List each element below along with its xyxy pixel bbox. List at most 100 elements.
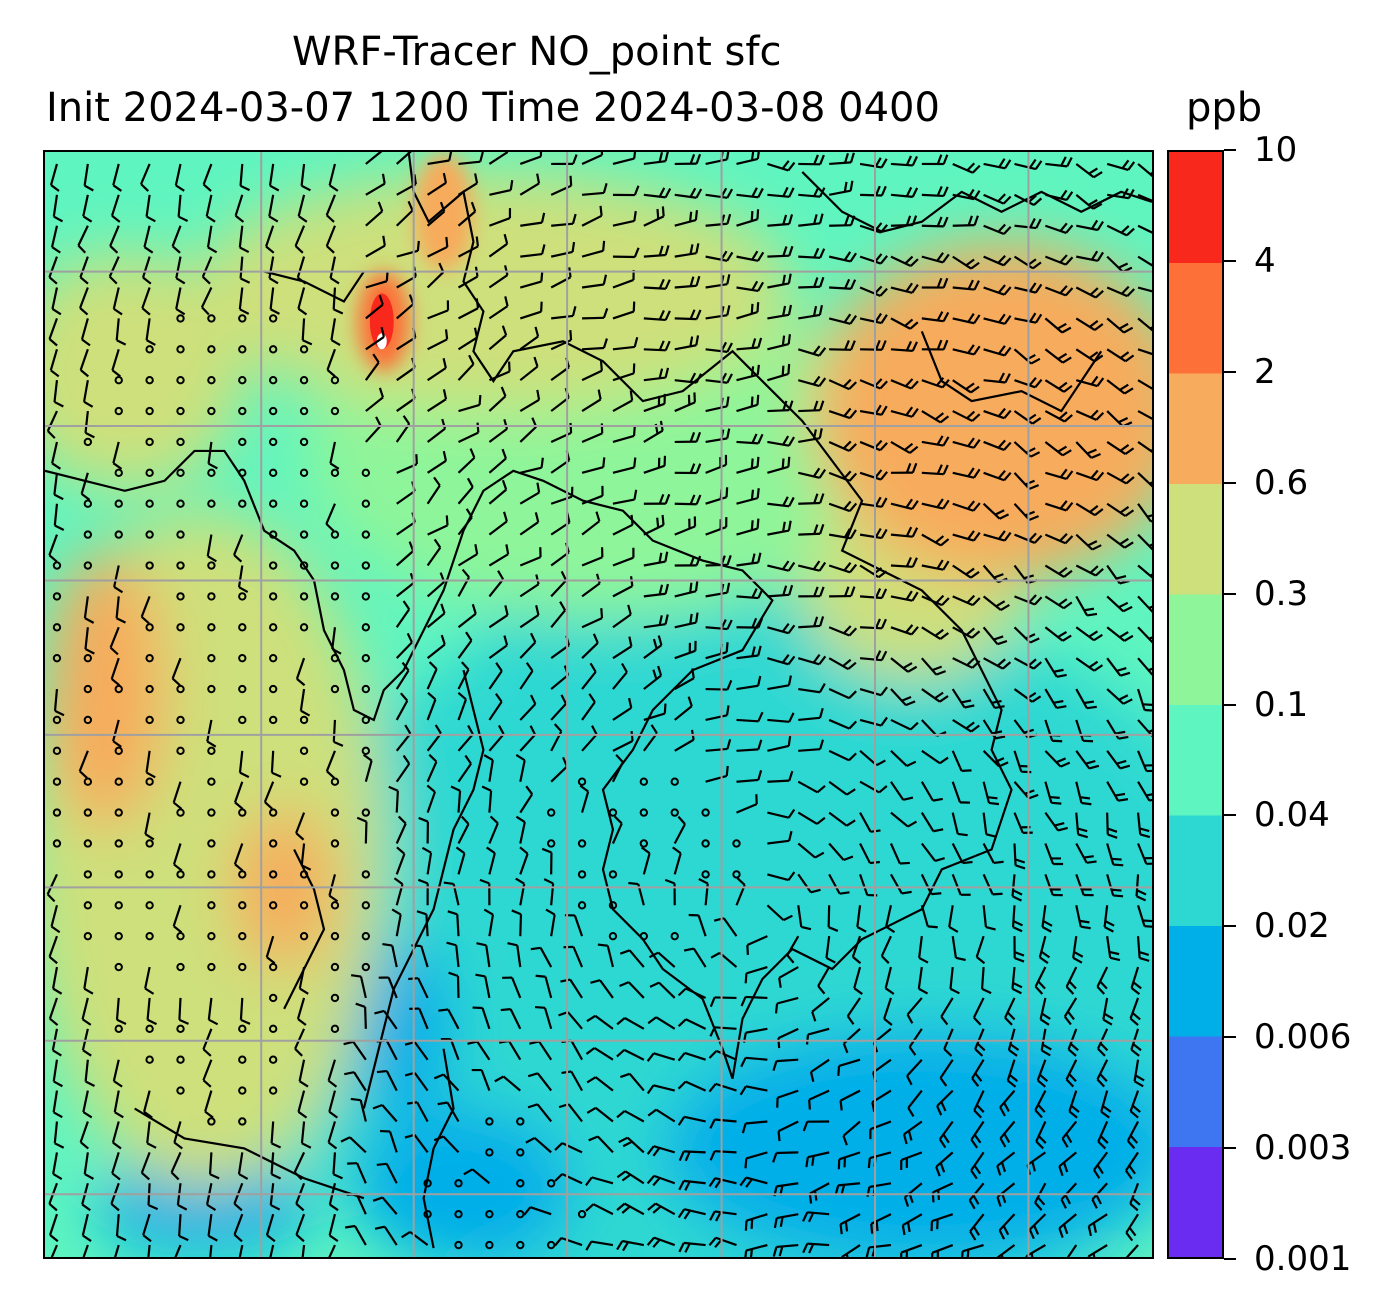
wind-barb-flag [206,1203,217,1211]
wind-barb-flag [844,278,851,289]
wind-barb-flag [787,871,796,881]
wind-barb-flag [813,154,819,165]
wind-barb-shaft [488,614,509,629]
wind-barb-shaft [767,593,790,598]
wind-barb-flag [527,1072,539,1078]
wind-barb-flag [265,245,275,254]
wind-barb-flag [1057,445,1068,453]
wind-barb-flag [664,152,669,162]
calm-wind-marker [145,653,154,663]
wind-barb-flag [143,246,154,254]
wind-barb-flag [1057,630,1068,639]
wind-barb-flag [740,1057,747,1068]
wind-barb-shaft [1076,224,1098,232]
wind-barb-shaft [457,733,474,752]
wind-barb-flag [997,284,1006,294]
wind-barb-flag [393,877,404,886]
wind-barb-shaft [202,1059,213,1081]
wind-barb-flag [714,1239,723,1249]
wind-barb-flag [1061,1138,1069,1148]
wind-barb-flag [819,248,826,259]
wind-barb-flag [816,816,826,825]
wind-barb-flag [141,307,151,316]
wind-barb-flag [1144,708,1152,712]
wind-barb-shaft [885,905,893,927]
wind-barb-shaft [807,1151,830,1159]
wind-barb-flag [1070,1104,1080,1113]
wind-barb-flag [116,617,127,624]
wind-barb-flag [939,415,950,424]
wind-barb-shaft [859,780,880,794]
wind-barb-shaft [237,1152,244,1175]
wind-barb-shaft [353,1071,367,1092]
wind-barb-shaft [519,365,539,382]
wind-barb-shaft [114,1244,120,1257]
wind-barb-shaft [457,275,479,289]
wind-barb-flag [966,594,976,604]
wind-barb-flag [1134,1074,1145,1082]
wind-barb-shaft [715,1082,737,1092]
wind-barb-flag [880,686,888,696]
wind-barb-shaft [488,670,503,690]
wind-barb-shaft [141,256,151,278]
wind-barb-shaft [890,286,913,294]
wind-barb-shaft [108,256,120,278]
wind-barb-shaft [293,1151,306,1173]
calm-wind-marker [330,931,340,941]
wind-barb-shaft [53,503,59,526]
wind-barb-shaft [263,781,275,803]
wind-barb-flag [874,312,882,323]
wind-barb-flag [808,1099,811,1110]
field-hot-ne [812,241,1152,581]
wind-barb-shaft [921,657,938,676]
wind-barb-flag [905,526,913,537]
wind-barb-flag [381,173,386,184]
wind-barb-shaft [1011,874,1016,897]
calm-wind-marker [207,592,216,601]
wind-barb-flag [905,155,913,166]
wind-barb-flag [50,184,60,192]
wind-barb-flag [934,412,944,421]
wind-barb-flag [751,433,758,444]
calm-wind-marker [330,777,340,786]
wind-barb-shaft [488,488,507,505]
wind-barb-flag [588,693,596,703]
wind-barb-shaft [902,1213,923,1227]
calm-wind-marker [639,839,649,848]
wind-barb-flag [689,613,693,624]
wind-barb-flag [842,658,852,667]
wind-barb-flag [268,215,279,223]
wind-barb-flag [972,597,981,606]
calm-wind-marker [114,406,123,416]
wind-barb-flag [656,208,660,220]
wind-barb-shaft [952,286,975,291]
wind-barb-flag [782,214,788,225]
wind-barb-flag [109,245,119,254]
field-hot-west [45,550,165,830]
wind-barb-shaft [612,466,635,474]
wind-barb-flag [781,160,790,170]
wind-barb-flag [268,277,279,285]
wind-barb-shaft [859,162,882,169]
wind-barb-flag [553,723,563,733]
wind-barb-flag [658,245,664,256]
wind-barb-flag [530,632,537,643]
wind-barb-flag [961,769,972,772]
wind-barb-flag [708,1177,717,1188]
wind-barb-flag [1131,1104,1141,1113]
calm-wind-marker [176,345,185,354]
wind-barb-flag [995,735,1006,740]
wind-barb-flag [79,369,90,378]
wind-barb-flag [756,302,760,313]
wind-barb-shaft [145,194,151,217]
wind-barb-flag [677,1052,686,1062]
wind-barb-flag [932,797,943,802]
wind-barb-flag [1097,1047,1106,1057]
wind-barb-flag [931,892,942,896]
wind-barb-flag [1003,531,1012,542]
wind-barb-flag [998,1229,1006,1240]
wind-barb-flag [461,568,470,578]
wind-barb-shaft [869,1151,892,1160]
wind-barb-shaft [736,497,758,505]
wind-barb-shaft [268,163,275,186]
